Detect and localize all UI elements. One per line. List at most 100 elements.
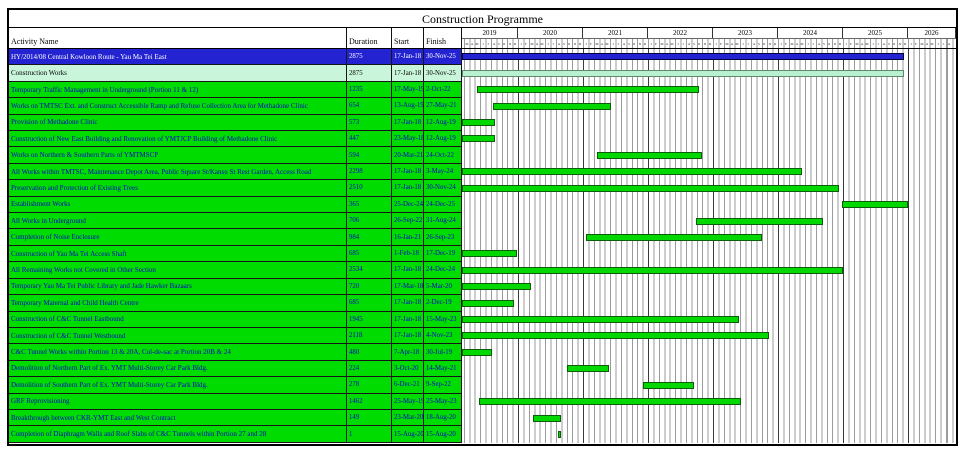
activity-name-cell: Provision of Methadone Clinic [9,114,347,131]
finish-date-cell: 5-Mar-20 [424,278,462,295]
finish-date-cell: 15-May-23 [424,311,462,327]
column-header-duration: Duration [347,28,392,48]
activity-name-cell: Completion of Noise Enclosure [9,229,347,245]
activity-row: Construction of New East Building and Re… [9,131,462,148]
gantt-bar [462,332,770,340]
construction-programme-window: Construction Programme Activity Name Dur… [7,8,958,446]
duration-cell: 2534 [347,262,392,278]
month-letter: M [855,42,859,47]
finish-date-cell: 18-Aug-20 [424,409,462,426]
start-date-cell: 17-Jan-18 [392,295,424,311]
month-letter: J [552,42,554,47]
month-letter: J [845,42,847,47]
month-letter: D [579,42,582,47]
duration-cell: 1235 [347,81,392,98]
activity-row: Temporary Yau Ma Tei Public Library and … [9,278,462,296]
duration-cell: 2875 [347,65,392,81]
month-letter: A [752,42,755,47]
gantt-bar [585,233,763,241]
month-letter: J [872,42,874,47]
month-letter: M [930,42,934,47]
month-letter: J [520,42,522,47]
month-letter: A [795,42,799,47]
start-date-cell: 3-Oct-20 [392,360,424,377]
year-label: 2025 [843,28,908,38]
month-letter: N [898,42,902,47]
activity-name-cell: HY/2014/08 Central Kowloon Route - Yau M… [9,49,347,65]
activity-name-cell: All Remaining Works not Covered in Other… [9,262,347,278]
finish-date-cell: 30-Jul-19 [424,344,462,360]
month-letter: J [677,42,679,47]
finish-date-cell: 2-Oct-22 [424,81,462,98]
duration-cell: 685 [347,245,392,262]
month-letter: M [540,42,544,47]
month-letter: M [800,42,804,47]
gantt-bar [462,168,802,176]
duration-cell: 720 [347,278,392,295]
month-letter: A [687,42,690,47]
column-header-finish: Finish [424,28,462,48]
finish-date-cell: 24-Dec-24 [424,262,462,278]
finish-date-cell: 24-Dec-25 [424,196,462,213]
finish-date-cell: 14-May-21 [424,360,462,377]
duration-cell: 1945 [347,311,392,327]
activity-row: All Works in Underground 706 26-Sep-22 31-A… [9,213,462,230]
activity-row: Demolition of Southern Part of Ex. YMT M… [9,377,462,394]
month-letter: A [882,42,885,47]
activity-row: Construction of C&C Tunnel Westbound 2118… [9,327,462,345]
year-gridline [518,49,519,443]
gantt-bar [643,381,695,389]
gantt-bar [493,102,611,110]
activity-row: Demolition of Northern Part of Ex. YMT M… [9,360,462,378]
month-letter: S [758,42,760,47]
activity-row: C&C Tunnel Works within Portion 13 & 20A… [9,344,462,361]
month-letter: F [850,42,853,47]
activity-row: All Works within TMTSC, Maintenance Depo… [9,163,462,181]
year-label: 2023 [713,28,778,38]
activity-name-cell: Breakthrough between CKR-YMT East and We… [9,409,347,426]
start-date-cell: 17-Jan-18 [392,65,424,81]
year-label: 2022 [648,28,713,38]
month-letter: A [665,42,669,47]
month-letter: S [628,42,630,47]
month-letter: A [535,42,539,47]
start-date-cell: 26-Sep-22 [392,213,424,229]
duration-cell: 984 [347,229,392,245]
month-letter: M [605,42,609,47]
activity-row: Construction Works 2875 17-Jan-18 30-Nov-25 [9,65,462,82]
activity-row: GRF Reprovisioning 1462 25-May-19 25-May-23 [9,393,462,410]
month-letter: J [617,42,619,47]
month-letter: O [893,42,896,47]
month-letter: F [720,42,723,47]
column-header-activity-name: Activity Name [9,28,347,48]
column-header-start: Start [392,28,424,48]
activity-row: Construction of C&C Tunnel Eastbound 1945… [9,311,462,328]
activity-row: Works on TMTSC Ext. and Construct Access… [9,98,462,115]
activity-row: Construction of Yau Ma Tei Access Shaft 6… [9,245,462,263]
month-letter: D [644,42,647,47]
start-date-cell: 20-Mar-21 [392,147,424,163]
finish-date-cell: 25-May-23 [424,393,462,409]
finish-date-cell: 30-Nov-24 [424,180,462,196]
duration-cell: 149 [347,409,392,426]
year-label: 2026 [908,28,956,38]
month-letter: F [915,42,918,47]
month-letter: N [638,42,642,47]
duration-cell: 654 [347,98,392,114]
gantt-bar [462,119,495,127]
month-letter: J [482,42,484,47]
month-letter: J [747,42,749,47]
gantt-bar [462,348,493,356]
gantt-bar [478,398,741,406]
gantt-body: HY/2014/08 Central Kowloon Route - Yau M… [9,49,956,443]
month-letter: M [670,42,674,47]
activity-name-cell: Establishment Works [9,196,347,213]
gantt-chart-area [462,49,956,443]
duration-cell: 224 [347,360,392,377]
gantt-bar [841,201,909,209]
activity-row: Establishment Works 365 25-Dec-24 24-Dec-25 [9,196,462,214]
month-letter: D [514,42,517,47]
year-label: 2019 [462,28,518,38]
month-letter: N [508,42,512,47]
month-letter: M [790,42,794,47]
